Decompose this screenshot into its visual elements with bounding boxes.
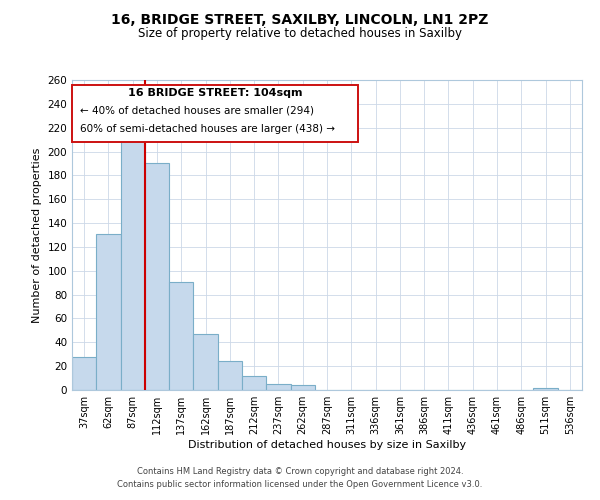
Text: Size of property relative to detached houses in Saxilby: Size of property relative to detached ho… xyxy=(138,28,462,40)
Text: Contains public sector information licensed under the Open Government Licence v3: Contains public sector information licen… xyxy=(118,480,482,489)
Bar xyxy=(218,362,242,390)
Bar xyxy=(266,384,290,390)
Bar xyxy=(242,376,266,390)
Bar xyxy=(72,356,96,390)
Bar xyxy=(169,282,193,390)
Bar xyxy=(121,137,145,390)
Bar xyxy=(145,164,169,390)
Bar xyxy=(290,385,315,390)
Bar xyxy=(533,388,558,390)
Text: 16 BRIDGE STREET: 104sqm: 16 BRIDGE STREET: 104sqm xyxy=(128,88,302,99)
Text: 60% of semi-detached houses are larger (438) →: 60% of semi-detached houses are larger (… xyxy=(80,124,335,134)
X-axis label: Distribution of detached houses by size in Saxilby: Distribution of detached houses by size … xyxy=(188,440,466,450)
Y-axis label: Number of detached properties: Number of detached properties xyxy=(32,148,42,322)
Text: ← 40% of detached houses are smaller (294): ← 40% of detached houses are smaller (29… xyxy=(80,106,314,116)
Bar xyxy=(193,334,218,390)
Bar xyxy=(96,234,121,390)
Text: Contains HM Land Registry data © Crown copyright and database right 2024.: Contains HM Land Registry data © Crown c… xyxy=(137,467,463,476)
FancyBboxPatch shape xyxy=(72,84,358,142)
Text: 16, BRIDGE STREET, SAXILBY, LINCOLN, LN1 2PZ: 16, BRIDGE STREET, SAXILBY, LINCOLN, LN1… xyxy=(112,12,488,26)
